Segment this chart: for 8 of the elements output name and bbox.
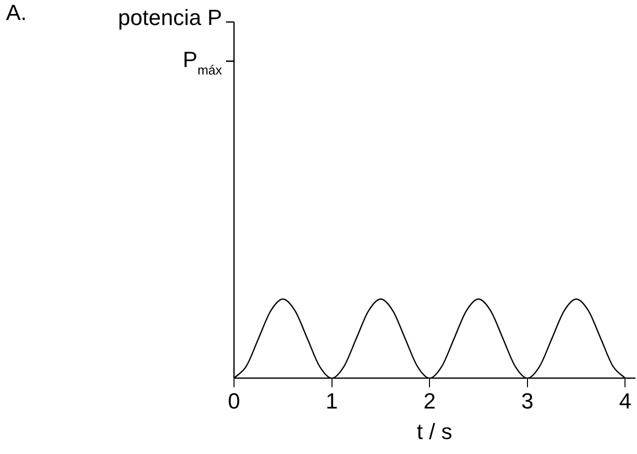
x-tick-label: 2 <box>423 388 436 414</box>
x-tick-label: 1 <box>326 388 338 414</box>
x-tick-label: 0 <box>228 388 240 414</box>
text: A. <box>6 0 27 26</box>
text: potencia P <box>118 5 222 30</box>
x-tick-label: 4 <box>619 388 632 414</box>
x-tick-label: 3 <box>521 388 534 414</box>
x-axis-title: t / s <box>416 418 452 444</box>
